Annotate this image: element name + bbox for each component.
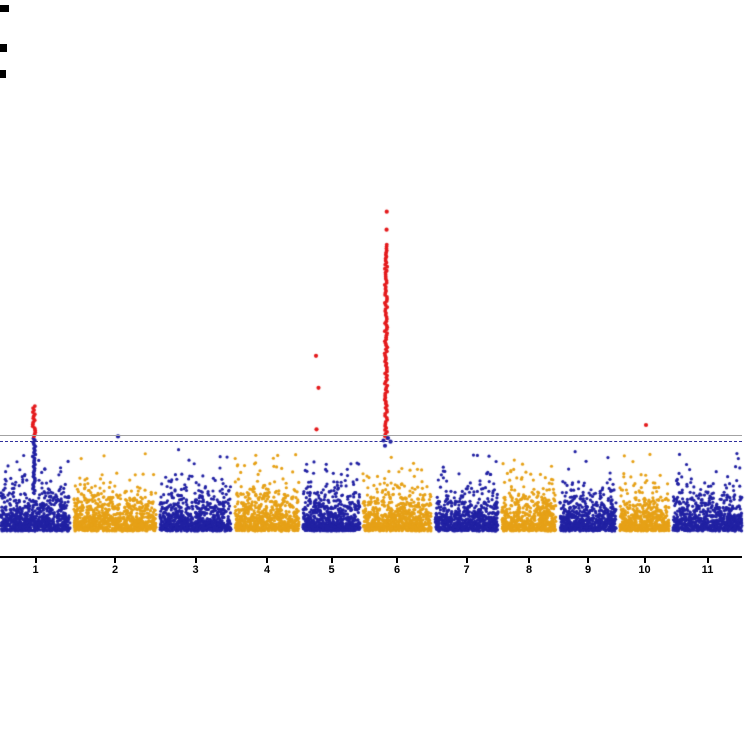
x-axis-tick <box>587 558 589 563</box>
x-axis-tick-label: 7 <box>463 564 470 576</box>
x-axis-tick-label: 4 <box>263 564 271 576</box>
x-axis-tick <box>330 558 333 563</box>
x-axis-tick <box>706 558 709 563</box>
genomewide-threshold-line <box>0 434 742 436</box>
x-axis-tick <box>194 558 197 563</box>
x-axis-line <box>0 556 742 558</box>
x-axis-tick-label: 10 <box>638 564 651 576</box>
x-axis-tick <box>114 558 116 563</box>
x-axis-tick-label: 8 <box>525 564 533 576</box>
x-axis-tick-label: 9 <box>584 564 592 576</box>
x-axis-tick-label: 2 <box>111 564 119 576</box>
x-axis-tick <box>266 558 268 563</box>
y-axis-label-fragment <box>0 44 7 52</box>
x-axis-tick <box>396 558 398 563</box>
y-axis-label-fragment <box>0 70 6 78</box>
x-axis-tick-label: 5 <box>328 564 335 576</box>
x-axis-tick <box>465 558 468 563</box>
x-axis-tick-label: 3 <box>192 564 199 576</box>
x-axis-tick-label: 6 <box>393 564 401 576</box>
x-axis-tick <box>34 558 37 563</box>
x-axis-tick <box>643 558 646 563</box>
x-axis-tick <box>528 558 530 563</box>
y-axis-label-fragment <box>0 5 9 12</box>
x-axis-tick-label: 1 <box>32 564 39 576</box>
suggestive-threshold-line <box>0 441 742 443</box>
x-axis-tick-label: 11 <box>701 564 714 576</box>
